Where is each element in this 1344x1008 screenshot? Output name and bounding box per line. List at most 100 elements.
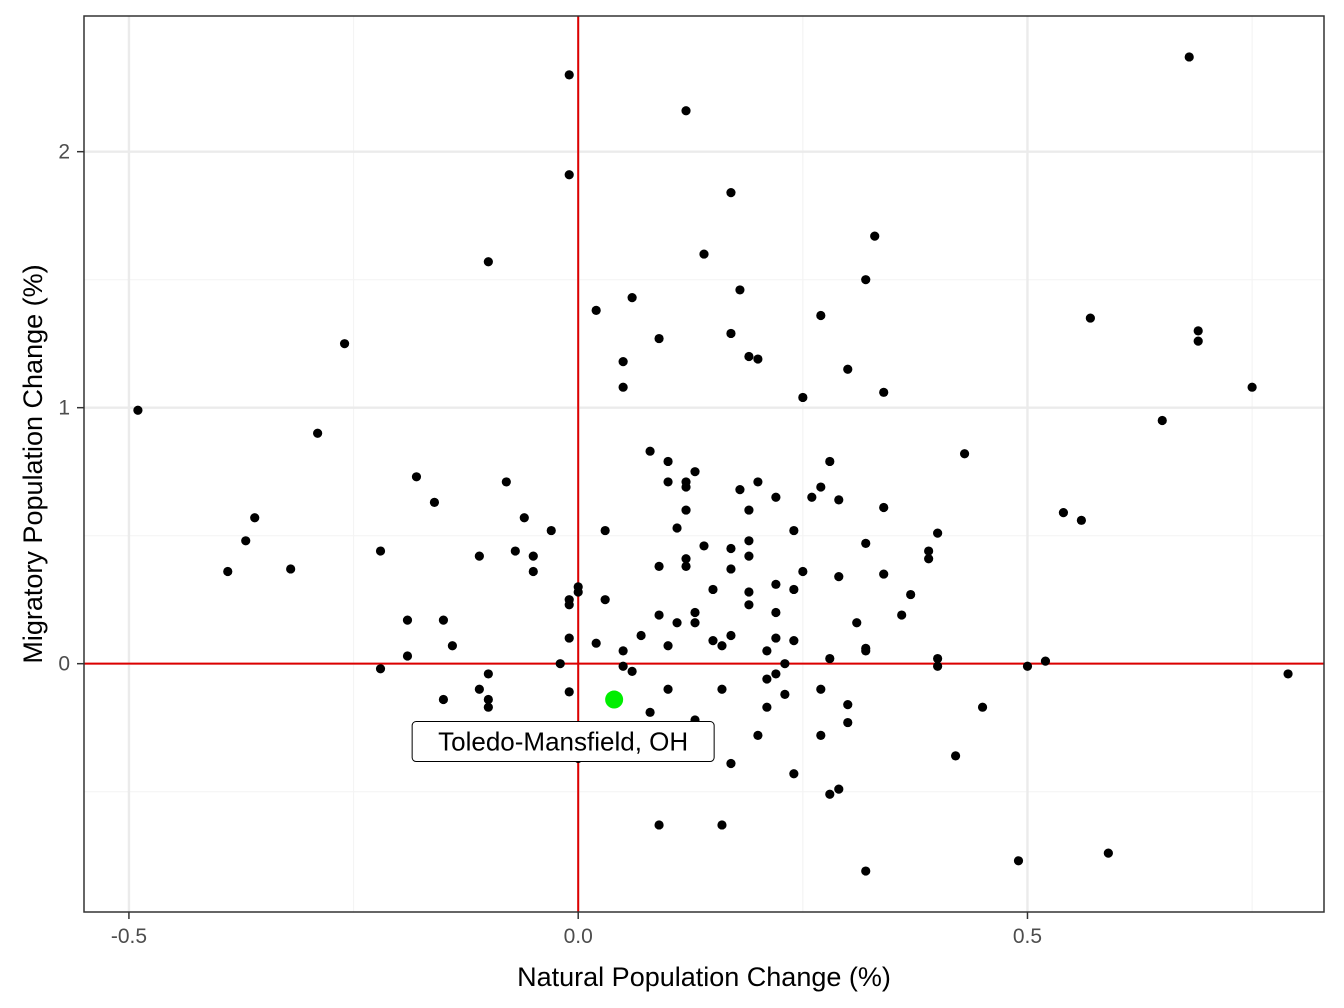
data-point	[429, 497, 440, 507]
data-point	[726, 543, 736, 554]
data-point	[798, 566, 808, 577]
data-point	[618, 382, 628, 392]
data-point	[663, 477, 673, 487]
data-point	[879, 387, 889, 397]
data-point	[474, 684, 484, 694]
data-point	[735, 285, 745, 295]
data-point	[816, 482, 826, 492]
data-point	[1247, 382, 1257, 392]
data-point	[861, 866, 871, 876]
data-point	[564, 170, 574, 180]
data-point	[241, 536, 251, 546]
data-point	[753, 730, 763, 740]
data-point	[825, 456, 835, 467]
data-point	[744, 505, 754, 515]
data-point	[1193, 326, 1203, 336]
data-point	[789, 636, 799, 646]
data-point	[483, 694, 493, 705]
data-point	[924, 554, 934, 564]
data-point	[483, 702, 493, 712]
data-point	[771, 607, 781, 618]
data-point	[789, 584, 799, 595]
data-point	[564, 687, 574, 697]
data-point	[717, 641, 727, 651]
data-point	[591, 305, 601, 315]
data-point	[1085, 313, 1095, 323]
data-point	[618, 357, 628, 367]
data-point	[510, 546, 520, 556]
data-point	[879, 569, 889, 579]
data-point	[959, 449, 970, 459]
data-point	[726, 630, 736, 641]
data-point	[816, 684, 826, 694]
data-point	[591, 638, 601, 648]
data-point	[771, 492, 781, 502]
data-point	[744, 351, 754, 362]
data-point	[825, 653, 835, 664]
data-point	[906, 589, 916, 600]
data-point	[564, 600, 574, 610]
data-point	[789, 525, 799, 536]
data-point	[762, 702, 772, 712]
data-point	[933, 661, 943, 671]
y-tick-label: 2	[58, 141, 70, 164]
data-point	[681, 482, 691, 492]
data-point	[780, 659, 790, 669]
data-point	[672, 618, 682, 628]
data-point	[636, 630, 646, 641]
data-point	[654, 610, 664, 620]
data-point	[861, 538, 871, 548]
highlight-label-box	[411, 721, 715, 763]
data-point	[375, 664, 386, 674]
data-point	[950, 751, 961, 761]
data-point	[717, 820, 727, 830]
data-point	[519, 513, 529, 523]
data-point	[717, 684, 727, 694]
data-point	[411, 472, 422, 482]
data-point	[627, 666, 637, 676]
data-point	[690, 467, 700, 477]
data-point	[753, 354, 763, 364]
data-point	[1193, 336, 1203, 346]
data-point	[798, 392, 808, 403]
data-point	[789, 769, 799, 779]
data-point	[339, 339, 350, 349]
data-point	[744, 551, 754, 561]
data-point	[618, 661, 628, 671]
data-point	[483, 257, 493, 267]
data-point	[528, 566, 538, 577]
data-point	[133, 405, 143, 415]
data-point	[843, 364, 853, 374]
data-point	[726, 758, 736, 769]
data-point	[708, 584, 718, 595]
highlight-label: Toledo-Mansfield, OH	[438, 727, 688, 757]
highlight-layer: Toledo-Mansfield, OH	[411, 690, 715, 763]
data-point	[744, 600, 754, 610]
y-tick-label: 1	[58, 397, 70, 420]
data-point	[681, 505, 691, 515]
data-point	[1103, 848, 1113, 858]
data-point	[663, 456, 673, 467]
data-point	[438, 694, 449, 705]
data-point	[744, 536, 754, 546]
data-point	[654, 561, 664, 572]
data-point	[250, 513, 260, 523]
data-point	[816, 310, 826, 321]
data-point	[771, 669, 781, 679]
y-axis-title: Migratory Population Change (%)	[18, 264, 48, 663]
data-point	[663, 641, 673, 651]
data-point	[834, 495, 844, 505]
data-point	[933, 528, 943, 538]
data-point	[1013, 856, 1024, 866]
x-axis-title: Natural Population Change (%)	[517, 962, 891, 992]
data-point	[286, 564, 296, 574]
data-point	[771, 579, 781, 589]
data-point	[564, 633, 574, 643]
data-point	[600, 595, 610, 605]
data-point	[618, 646, 628, 656]
data-point	[627, 293, 637, 303]
data-point	[645, 446, 655, 456]
data-point	[1283, 669, 1293, 679]
data-point	[726, 564, 736, 574]
data-point	[879, 502, 889, 513]
